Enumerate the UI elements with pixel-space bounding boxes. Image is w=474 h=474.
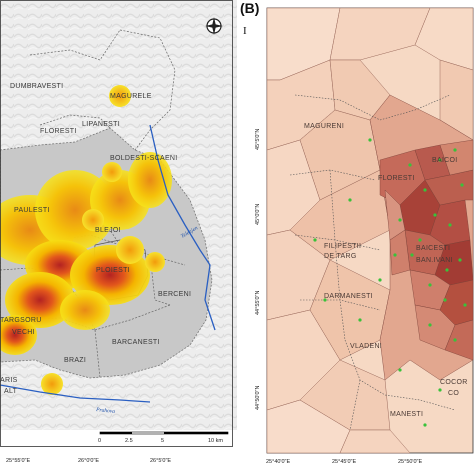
locality-label: DUMBRAVESTI [10,83,63,90]
locality-label: TARGSORU [0,317,42,324]
x-coordinate-label: 25°55'0"E [6,458,30,464]
locality-label: LIPANESTI [82,121,120,128]
heat-surface [0,85,172,395]
locality-label: BARCANESTI [112,339,160,346]
x-coordinate-label: 26°0'0"E [78,458,99,464]
y-coordinate-label: 44°50'0"N [255,386,261,410]
locality-label: ARIS [0,377,18,384]
locality-label: DE TARG [324,253,357,260]
panel-letter: (B) [240,0,259,16]
locality-label: PLOIESTI [96,267,130,274]
dense-voronoi-cells [369,94,474,381]
scale-bar: 0 2.5 5 10 km [98,431,229,444]
locality-label: MAGURENI [304,123,344,130]
locality-label: BAN.IVANI [416,257,453,264]
locality-label: ALT [4,388,18,395]
y-coordinate-label: 45°0'0"N [255,204,261,225]
y-coordinate-label: 45°5'0"N [255,129,261,150]
compass-icon [205,17,223,35]
panel-a-map: DUMBRAVESTI MAGURELE LIPANESTI FLORESTI … [0,0,237,464]
teleajen-river [149,124,216,331]
x-coordinate-label: 25°40'0"E [266,459,290,465]
locality-label: BERCENI [158,291,191,298]
locality-label: PAULESTI [14,207,50,214]
locality-label: CO [448,390,459,397]
scale-tick: 0 [98,438,101,444]
locality-label: BLEJOI [95,227,121,234]
locality-label: BRAZI [64,357,86,364]
locality-label: COCOR [440,379,468,386]
locality-label: VECHI [12,329,35,336]
locality-label: VLADENI [350,343,382,350]
locality-label: MANESTI [390,411,423,418]
map-frame [0,0,233,447]
locality-label: FILIPESTII [324,243,361,250]
locality-label: FLORESTI [40,128,77,135]
locality-label: FLORESTI [378,175,415,182]
locality-label: BAICESTI [416,245,450,252]
commune-boundaries [289,94,456,431]
y-coordinate-label: 44°55'0"N [255,291,261,315]
prahova-river [0,384,151,403]
locality-label: BAICOI [432,157,458,164]
scale-tick: 5 [161,438,164,444]
panel-b-map: (B) I [240,0,474,465]
panel-a-heatmap: DUMBRAVESTI MAGURELE LIPANESTI FLORESTI … [0,0,237,464]
locality-label: MAGURELE [110,93,152,100]
scale-tick: 2.5 [125,438,133,444]
outer-voronoi-cells [266,7,474,454]
scale-tick: 10 km [208,438,223,444]
locality-label: BOLDESTI-SCAENI [110,155,178,162]
river-label: Prahova [95,407,116,415]
x-coordinate-label: 25°45'0"E [332,459,356,465]
panel-b-voronoi: (B) I [240,0,474,474]
roman-numeral: I [243,25,247,37]
sample-points [313,138,467,427]
locality-label: DARMANESTI [324,293,373,300]
x-coordinate-label: 26°5'0"E [150,458,171,464]
x-coordinate-label: 25°50'0"E [398,459,422,465]
